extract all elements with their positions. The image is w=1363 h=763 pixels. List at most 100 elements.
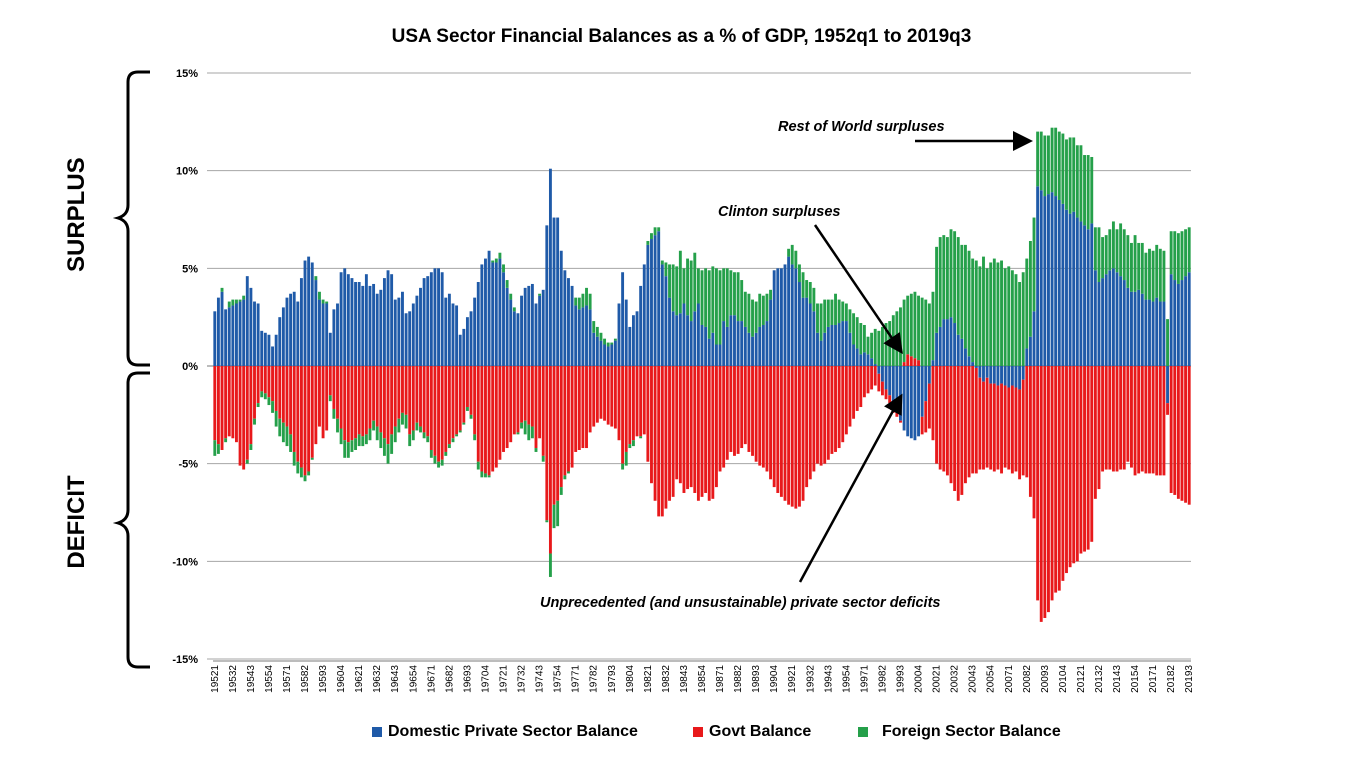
bar-foreign: [314, 276, 318, 281]
bar-govt: [595, 366, 599, 423]
bar-govt: [1043, 366, 1047, 618]
bar-private: [559, 250, 563, 366]
bar-private: [588, 309, 592, 366]
bar-private: [1176, 283, 1180, 366]
bar-foreign: [588, 293, 592, 310]
bar-govt: [761, 366, 765, 468]
bar-govt: [372, 366, 376, 421]
bar-govt: [429, 366, 433, 450]
bar-private: [465, 317, 469, 366]
bar-govt: [664, 366, 668, 509]
bar-private: [617, 303, 621, 366]
bar-govt: [1061, 366, 1065, 581]
bar-foreign: [1140, 242, 1144, 294]
bar-foreign: [899, 307, 902, 366]
bar-govt: [675, 366, 679, 480]
bar-govt: [992, 383, 996, 472]
bar-private: [733, 315, 736, 366]
x-tick-label: 19682: [444, 665, 455, 693]
bar-private: [267, 334, 271, 366]
bar-foreign: [216, 444, 220, 454]
bar-foreign: [913, 291, 917, 359]
bar-foreign: [426, 436, 430, 443]
bar-govt: [415, 366, 419, 423]
bar-private: [668, 297, 671, 366]
bar-foreign: [743, 291, 747, 327]
bar-private: [1090, 223, 1094, 366]
bar-govt: [678, 366, 682, 484]
x-tick-label: 20182: [1166, 665, 1177, 693]
bar-private: [314, 280, 318, 366]
bar-private: [364, 274, 368, 366]
bar-foreign: [440, 459, 444, 466]
bar-private: [480, 264, 484, 366]
bar-govt: [725, 366, 729, 460]
bar-private: [751, 336, 754, 366]
x-tick-label: 19954: [841, 665, 852, 693]
bar-private: [494, 262, 498, 366]
x-tick-label: 20021: [932, 665, 943, 693]
bar-govt: [281, 366, 285, 423]
deficit-label: DEFICIT: [63, 475, 90, 569]
x-axis-ticks: 19521 19532 19543 19554 19571 19582 19593 19604…: [210, 660, 1195, 693]
bar-govt: [743, 366, 747, 445]
legend-label-foreign: Foreign Sector Balance: [882, 723, 1061, 740]
bar-foreign: [1090, 156, 1094, 224]
bar-govt: [1166, 403, 1169, 415]
bar-govt: [433, 366, 437, 456]
bar-govt: [747, 366, 751, 452]
bar-private: [318, 299, 321, 366]
bar-private: [989, 366, 993, 384]
bar-govt: [538, 366, 542, 439]
bar-govt: [913, 358, 917, 366]
bar-govt: [603, 366, 607, 421]
bar-foreign: [318, 291, 321, 300]
bar-private: [953, 323, 957, 366]
x-tick-label: 19832: [661, 665, 672, 693]
bar-private: [375, 293, 379, 366]
x-tick-label: 19554: [264, 665, 275, 693]
bar-private: [909, 366, 913, 439]
bar-foreign: [1166, 319, 1169, 366]
bar-private: [696, 303, 700, 366]
bar-foreign: [541, 455, 545, 462]
bar-govt: [1075, 366, 1079, 562]
bar-govt: [862, 366, 866, 398]
bar-govt: [967, 366, 971, 478]
bar-govt: [956, 366, 960, 501]
bar-private: [1148, 299, 1151, 366]
bar-private: [397, 297, 401, 366]
bar-govt: [476, 366, 480, 462]
bar-private: [646, 244, 650, 366]
bar-private: [1173, 280, 1177, 366]
bar-private: [505, 287, 509, 366]
bar-foreign: [397, 418, 401, 433]
bar-govt: [606, 366, 610, 425]
bar-private: [895, 366, 899, 413]
bar-private: [538, 295, 542, 366]
bar-govt: [473, 366, 477, 435]
bar-private: [585, 305, 588, 366]
bar-foreign: [834, 293, 837, 325]
bar-foreign: [1119, 223, 1123, 277]
bar-govt: [419, 366, 422, 427]
bar-govt: [249, 366, 253, 445]
bar-private: [592, 332, 596, 366]
bar-govt: [530, 366, 534, 427]
bar-govt: [819, 366, 823, 466]
legend: Domestic Private Sector Balance Govt Bal…: [0, 723, 1363, 745]
bar-govt: [408, 366, 412, 435]
bar-govt: [1169, 366, 1173, 493]
x-tick-label: 19632: [372, 665, 383, 693]
bar-private: [1054, 196, 1058, 366]
bar-govt: [779, 366, 783, 497]
bar-private: [379, 289, 383, 366]
bar-foreign: [581, 293, 585, 308]
bar-govt: [610, 366, 614, 427]
bar-govt: [855, 366, 859, 411]
bar-govt: [216, 366, 220, 445]
bar-govt: [484, 366, 487, 474]
bar-private: [1075, 217, 1079, 366]
bar-foreign: [433, 455, 437, 464]
bar-govt: [303, 366, 307, 476]
